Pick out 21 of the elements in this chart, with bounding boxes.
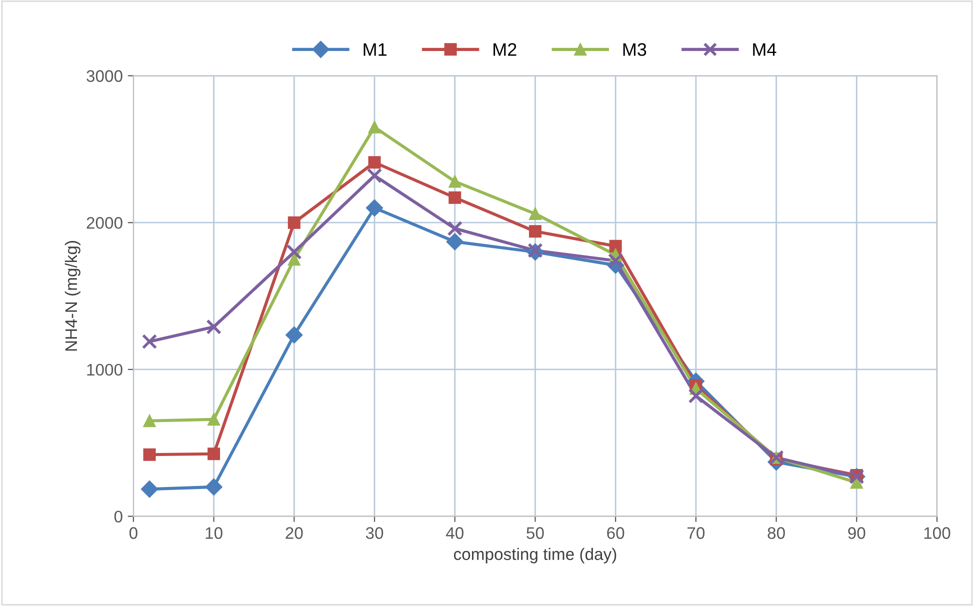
legend-label: M1 (364, 43, 386, 56)
x-tick-label: 80 (768, 527, 785, 539)
y-tick-label: 3000 (86, 70, 122, 82)
x-tick-label: 70 (688, 527, 705, 539)
x-tick-label: 90 (848, 527, 866, 539)
legend-label: M4 (753, 43, 776, 56)
y-tick-label: 0 (114, 510, 122, 523)
y-axis-title: NH4-N (mg/kg) (64, 241, 80, 351)
y-tick-label: 2000 (86, 217, 122, 229)
x-tick-label: 30 (366, 527, 384, 539)
x-tick-label: 0 (129, 527, 138, 539)
x-tick-label: 60 (607, 527, 624, 539)
x-tick-label: 20 (286, 527, 303, 539)
legend-label: M3 (623, 43, 646, 56)
y-tick-label: 1000 (87, 364, 122, 376)
x-tick-label: 100 (924, 527, 950, 539)
x-tick-label: 50 (526, 527, 544, 539)
legend-label: M2 (494, 43, 516, 56)
x-tick-label: 10 (206, 527, 222, 539)
x-axis-title: composting time (day) (454, 548, 616, 564)
x-tick-label: 40 (446, 527, 464, 539)
